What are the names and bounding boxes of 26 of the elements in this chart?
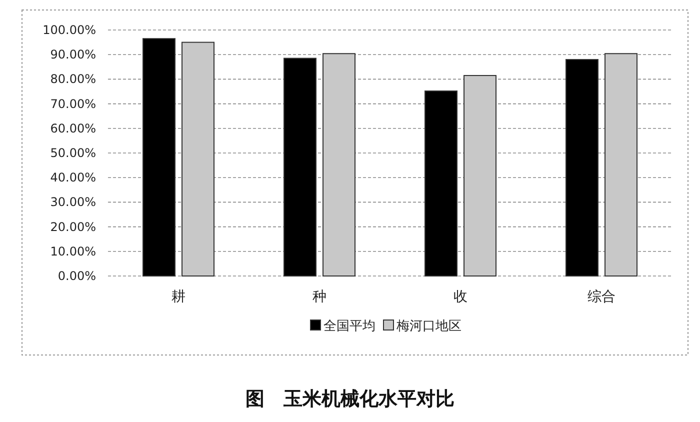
x-tick-label: 收	[454, 289, 468, 305]
bar	[182, 42, 214, 276]
bar	[566, 59, 598, 276]
bar	[424, 90, 458, 276]
bar	[142, 38, 176, 276]
y-tick-label: 0.00%	[58, 269, 96, 283]
bar	[284, 58, 316, 276]
y-tick-label: 50.00%	[50, 146, 96, 160]
bar	[322, 53, 356, 276]
y-tick-label: 100.00%	[42, 23, 96, 37]
x-tick-label: 综合	[588, 289, 616, 305]
y-tick-label: 80.00%	[50, 72, 96, 86]
x-tick-label: 种	[312, 289, 326, 305]
y-tick-label: 20.00%	[50, 220, 96, 234]
bar	[604, 53, 638, 276]
legend-label: 梅河口地区	[396, 319, 462, 334]
y-tick-label: 60.00%	[50, 121, 96, 136]
legend-label: 全国平均	[324, 319, 376, 334]
y-tick-label: 30.00%	[50, 195, 96, 210]
text: 图 玉米机械化水平对比	[246, 388, 454, 410]
y-tick-label: 70.00%	[50, 96, 96, 111]
bar	[464, 75, 496, 276]
y-tick-label: 90.00%	[50, 48, 96, 62]
y-tick-label: 40.00%	[50, 170, 96, 185]
x-tick-label: 耕	[172, 289, 186, 305]
y-tick-label: 10.00%	[50, 244, 96, 258]
